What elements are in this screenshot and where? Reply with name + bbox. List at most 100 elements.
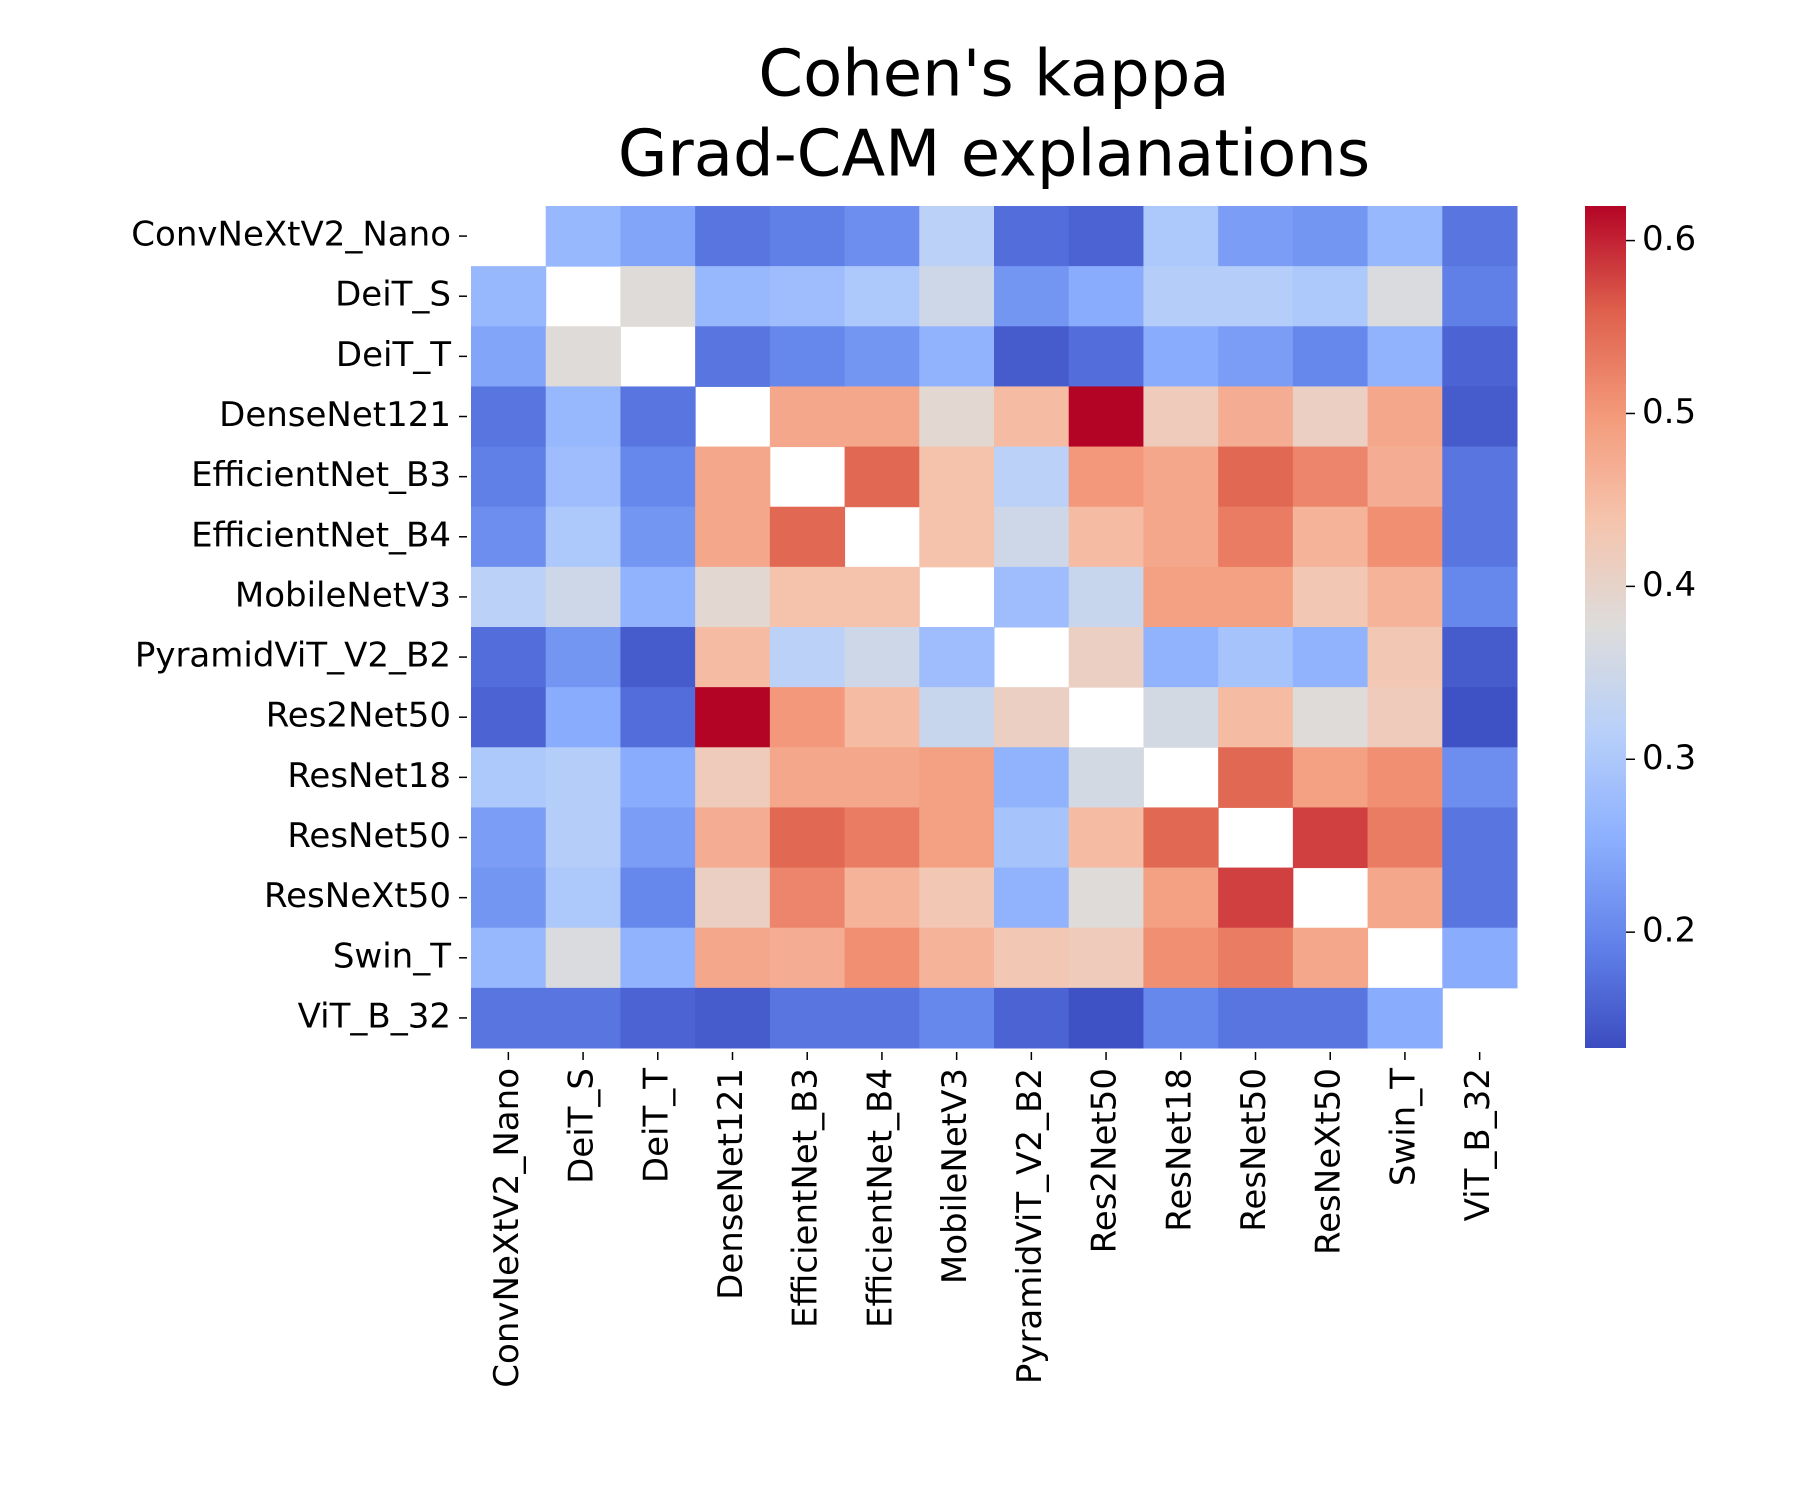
colorbar-tick-label: 0.4 [1642, 565, 1696, 605]
y-tick-label: ResNet18 [287, 756, 451, 796]
heatmap-cell [545, 927, 621, 989]
heatmap-cell [695, 206, 771, 267]
heatmap-cell [919, 266, 995, 327]
x-tick-label: MobileNetV3 [935, 1068, 975, 1284]
heatmap-cell [994, 446, 1070, 508]
heatmap-cell [1292, 386, 1369, 448]
y-tick-label: ResNeXt50 [264, 876, 451, 916]
heatmap-cell [545, 446, 621, 508]
heatmap-cell [620, 206, 696, 267]
heatmap-cell [769, 807, 846, 869]
y-tick-label: EfficientNet_B3 [191, 455, 451, 495]
heatmap-cell [1068, 386, 1144, 448]
y-tick-label: Swin_T [333, 936, 451, 976]
heatmap-cell [1442, 627, 1518, 688]
heatmap-cell [1143, 206, 1219, 267]
heatmap-cell [1292, 927, 1369, 989]
heatmap-cell [1218, 386, 1294, 448]
heatmap-cell [1292, 506, 1369, 568]
heatmap-cell [545, 627, 621, 688]
heatmap-cell [844, 206, 920, 267]
y-tick-label: ConvNeXtV2_Nano [131, 215, 451, 255]
heatmap-cell [1442, 326, 1518, 387]
heatmap-cell [919, 987, 995, 1049]
heatmap-cell [1218, 867, 1294, 929]
heatmap-cell [620, 566, 696, 628]
heatmap-cell [994, 927, 1070, 989]
x-tick-label: EfficientNet_B4 [860, 1068, 900, 1328]
heatmap-cell [919, 206, 995, 267]
heatmap-cell [1367, 747, 1443, 808]
heatmap-cell [1143, 687, 1219, 748]
heatmap-cell [919, 446, 995, 508]
heatmap-cell [994, 266, 1070, 327]
heatmap-cell [1218, 266, 1294, 327]
heatmap-cell [471, 807, 547, 869]
heatmap-cell [471, 266, 547, 327]
heatmap-cell [695, 987, 771, 1049]
heatmap-cell [1218, 687, 1294, 748]
heatmap-cell [769, 386, 846, 448]
heatmap-cell [695, 266, 771, 327]
heatmap-cell [844, 326, 920, 387]
heatmap-cell [994, 326, 1070, 387]
heatmap-cell [1442, 506, 1518, 568]
chart-title: Cohen's kappa [758, 38, 1229, 112]
heatmap-cell [1292, 446, 1369, 508]
heatmap-cell [620, 627, 696, 688]
heatmap-cell [994, 566, 1070, 628]
heatmap-cell [1218, 987, 1294, 1049]
heatmap-cell [919, 687, 995, 748]
heatmap-cell [1367, 206, 1443, 267]
x-tick-label: DeiT_S [562, 1068, 602, 1184]
heatmap-cell [844, 386, 920, 448]
heatmap-cell [695, 566, 771, 628]
heatmap-cell [620, 386, 696, 448]
heatmap-cell [1143, 506, 1219, 568]
colorbar-tick-label: 0.3 [1642, 738, 1696, 778]
heatmap-cell [1143, 927, 1219, 989]
heatmap-cell [545, 206, 621, 267]
heatmap-cell [1442, 867, 1518, 929]
heatmap-cell [844, 446, 920, 508]
heatmap-cell [769, 506, 846, 568]
heatmap-cell [1143, 987, 1219, 1049]
heatmap-cell [471, 747, 547, 808]
y-tick-label: EfficientNet_B4 [191, 515, 451, 555]
heatmap-cell [994, 206, 1070, 267]
heatmap-cell [695, 807, 771, 869]
heatmap-cell [471, 987, 547, 1049]
heatmap-cell [1218, 747, 1294, 808]
heatmap-cell [1292, 687, 1369, 748]
heatmap-cell [471, 627, 547, 688]
heatmap-cell [695, 326, 771, 387]
heatmap-cell [1068, 446, 1144, 508]
heatmap-cell [1367, 326, 1443, 387]
heatmap-cell [545, 747, 621, 808]
heatmap-cell [620, 506, 696, 568]
heatmap-cell [1442, 807, 1518, 869]
heatmap-cell [1068, 506, 1144, 568]
heatmap-cell [1442, 386, 1518, 448]
heatmap-cell [695, 627, 771, 688]
colorbar [1585, 206, 1626, 1048]
heatmap-cell [695, 927, 771, 989]
heatmap-cell [1068, 627, 1144, 688]
heatmap-cell [695, 506, 771, 568]
heatmap-cell [471, 446, 547, 508]
heatmap-cell [1143, 566, 1219, 628]
heatmap-cell [1292, 807, 1369, 869]
heatmap-cell [994, 506, 1070, 568]
heatmap-cell [1367, 867, 1443, 929]
heatmap-cell [471, 386, 547, 448]
heatmap-cell [545, 326, 621, 387]
heatmap-cell [471, 927, 547, 989]
heatmap-cell [620, 807, 696, 869]
heatmap-cell [994, 386, 1070, 448]
heatmap-cell [1367, 266, 1443, 327]
heatmap-cell [695, 867, 771, 929]
heatmap-cell [620, 927, 696, 989]
heatmap-cell [545, 566, 621, 628]
heatmap-cell [844, 266, 920, 327]
heatmap-cell [1367, 566, 1443, 628]
